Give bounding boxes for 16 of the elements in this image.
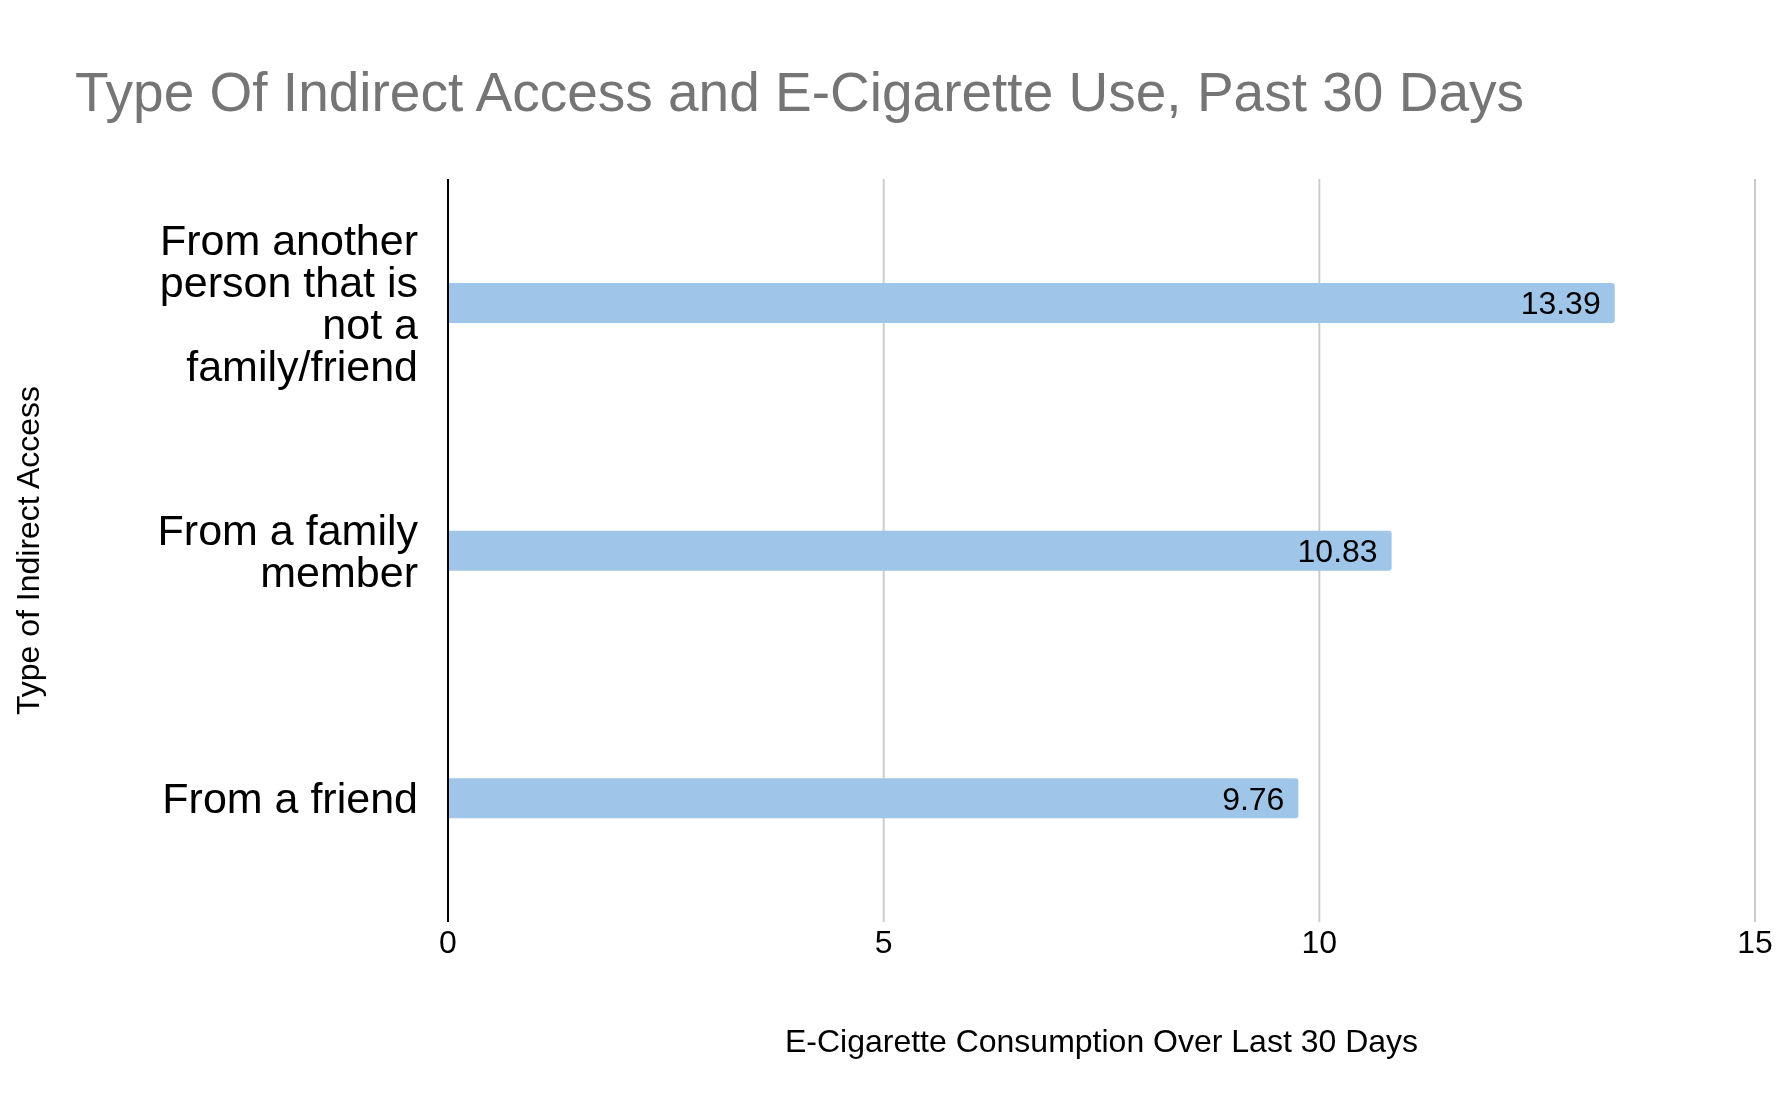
- x-axis-title: E-Cigarette Consumption Over Last 30 Days: [784, 1023, 1419, 1059]
- x-tick-label: 5: [874, 923, 893, 960]
- y-axis-title: Type of Indirect Access: [10, 385, 47, 716]
- x-tick-label: 0: [439, 923, 457, 960]
- x-tick-label: 10: [1301, 923, 1338, 960]
- x-tick-label: 15: [1737, 923, 1773, 960]
- bar: [448, 530, 1392, 571]
- y-tick-label: From another person that is not a family/friend: [159, 215, 419, 390]
- data-label: 10.83: [1297, 533, 1378, 570]
- data-label: 9.76: [1222, 780, 1285, 817]
- bar: [448, 778, 1299, 819]
- y-tick-label: From a friend: [162, 774, 418, 823]
- data-label: 13.39: [1520, 285, 1601, 322]
- bar: [448, 283, 1615, 324]
- chart-title: Type Of Indirect Access and E-Cigarette Use, Past 30 Days: [74, 60, 1525, 125]
- y-tick-label: From a family member: [157, 505, 419, 596]
